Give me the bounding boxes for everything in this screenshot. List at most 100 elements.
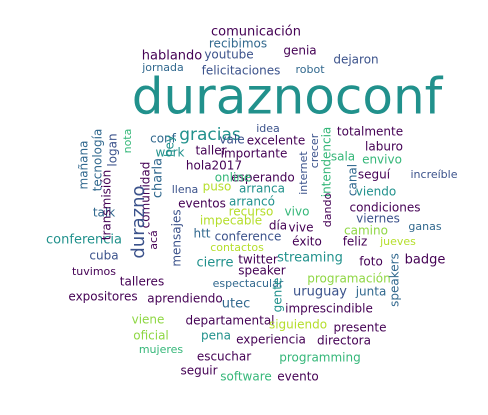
word-jueves: jueves [379, 235, 416, 248]
word-directora: directora [317, 334, 371, 348]
word-vale: vale [219, 133, 244, 147]
word-recibimos: recibimos [209, 37, 267, 51]
word-nota: nota [121, 129, 134, 154]
word-hablando: hablando [142, 49, 203, 64]
word-internet: internet [297, 151, 310, 195]
word-online: online [215, 171, 252, 185]
word-seguir: seguir [180, 364, 217, 378]
word-speaker: speaker [238, 264, 286, 278]
word-mujeres: mujeres [139, 343, 184, 356]
word-envivo: envivo [362, 153, 402, 167]
word-espectacular: espectacular [213, 277, 284, 290]
word-vivo: vivo [285, 205, 310, 219]
word-taller: taller [195, 144, 226, 158]
word-feliz: feliz [343, 235, 368, 249]
word-experiencia: experiencia [236, 333, 306, 347]
word-canal: canal [346, 164, 360, 196]
word-recurso: recurso [229, 205, 274, 219]
word-programación: programación [307, 272, 390, 286]
word-importante: importante [221, 147, 288, 161]
word-condiciones: condiciones [349, 201, 420, 215]
word-seguí: seguí [358, 168, 391, 182]
word-camino: camino [344, 224, 388, 238]
word-felicitaciones: felicitaciones [202, 64, 281, 78]
word-viernes: viernes [356, 212, 400, 226]
word-software: software [220, 370, 272, 384]
word-jornada: jornada [141, 61, 184, 74]
word-presente: presente [334, 321, 387, 335]
word-comunidad: comunidad [139, 162, 153, 229]
word-durazno: durazno [128, 185, 149, 258]
word-uruguay: uruguay [293, 285, 347, 300]
word-dejaron: dejaron [333, 53, 378, 67]
word-cierre: cierre [197, 256, 234, 271]
word-increíble: increíble [411, 168, 458, 181]
word-día: día [269, 219, 287, 233]
word-impecable: impecable [200, 214, 262, 228]
word-youtube: youtube [204, 48, 253, 62]
word-intendencia: intendencia [320, 127, 334, 198]
word-expositores: expositores [68, 290, 137, 304]
word-foto: foto [359, 255, 383, 269]
word-esperando: esperando [231, 171, 295, 185]
word-talleres: talleres [120, 275, 164, 289]
word-work: work [155, 146, 184, 160]
word-streaming: streaming [277, 251, 343, 266]
word-arranca: arranca [239, 182, 285, 196]
word-imprescindible: imprescindible [285, 302, 373, 316]
word-viene: viene [132, 313, 165, 327]
word-éxito: éxito [292, 235, 322, 249]
word-tuvimos: tuvimos [72, 265, 116, 278]
word-vive: vive [289, 221, 314, 235]
word-transmisión: transmisión [100, 170, 114, 240]
word-escuchar: escuchar [197, 350, 251, 364]
word-hey: hey [163, 135, 177, 157]
word-comunicación: comunicación [211, 25, 301, 40]
word-eventos: eventos [178, 197, 226, 211]
word-acá: acá [147, 230, 160, 250]
word-sala: sala [331, 150, 355, 164]
word-idea: idea [256, 122, 280, 135]
word-logan: logan [106, 133, 120, 166]
word-oficial: oficial [133, 329, 169, 343]
word-charla: charla [151, 158, 166, 198]
word-talk: talk [93, 206, 115, 220]
word-cuba: cuba [89, 249, 118, 263]
word-speakers: speakers [388, 253, 402, 307]
word-siguiendo: siguiendo [269, 318, 327, 332]
word-pena: pena [201, 329, 231, 343]
word-twitter: twitter [238, 253, 278, 267]
word-genia: genia [283, 44, 316, 58]
word-laburo: laburo [365, 140, 403, 154]
word-excelente: excelente [247, 134, 305, 148]
word-gracias: gracias [179, 125, 241, 145]
word-programming: programming [279, 351, 360, 365]
word-conf: conf [150, 132, 177, 146]
word-utec: utec [222, 297, 250, 312]
word-gente: gente [271, 278, 285, 313]
word-contactos: contactos [210, 241, 264, 254]
word-tecnología: tecnología [91, 129, 105, 192]
word-hola2017: hola2017 [186, 159, 242, 173]
word-mañana: mañana [77, 141, 91, 190]
word-conferencia: conferencia [46, 233, 122, 248]
word-junta: junta [355, 285, 387, 299]
word-totalmente: totalmente [337, 125, 403, 139]
word-conference: conference [215, 230, 282, 244]
word-evento: evento [277, 370, 319, 384]
word-arrancó: arrancó [229, 195, 275, 209]
word-llena: llena [172, 183, 199, 196]
word-ganas: ganas [408, 220, 441, 233]
word-duraznoconf: duraznoconf [132, 68, 444, 126]
word-dando: dando [321, 193, 334, 228]
word-crecer: crecer [308, 133, 321, 168]
word-mensajes: mensajes [170, 209, 184, 266]
word-departamental: departamental [185, 314, 274, 328]
word-robot: robot [295, 63, 325, 76]
word-puso: puso [203, 180, 232, 194]
word-viendo: viendo [356, 185, 396, 199]
word-htt: htt [193, 227, 210, 241]
word-badge: badge [405, 253, 446, 268]
word-aprendiendo: aprendiendo [147, 292, 223, 306]
